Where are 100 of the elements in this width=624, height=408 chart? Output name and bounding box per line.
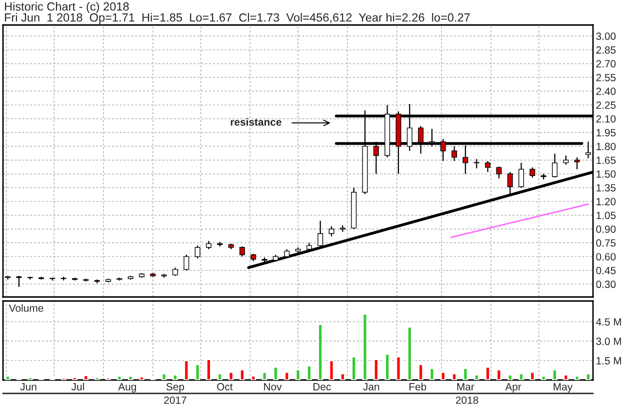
annotation: resistance xyxy=(230,118,282,126)
bar xyxy=(406,326,412,380)
bar xyxy=(161,372,167,380)
x-tick-label: Nov xyxy=(264,383,282,390)
bar xyxy=(262,372,268,380)
y-tick-label: 0.75 xyxy=(596,239,616,247)
candlestick xyxy=(16,275,22,288)
bar xyxy=(27,376,33,380)
bar xyxy=(418,364,424,380)
bar xyxy=(228,372,234,380)
bar xyxy=(284,372,290,380)
candlestick xyxy=(328,226,334,237)
y-tick-label: 2.55 xyxy=(596,74,616,82)
bar xyxy=(184,360,190,380)
y-tick-label: 0.30 xyxy=(596,280,616,288)
bar xyxy=(128,375,134,380)
bar xyxy=(351,356,356,380)
y-tick-label: 0.45 xyxy=(596,266,616,274)
y-tick-label: 2.85 xyxy=(596,46,616,54)
y-tick-label: 1.05 xyxy=(596,212,616,220)
bar xyxy=(206,358,212,380)
x2-tick-label: 2017 xyxy=(164,396,186,404)
bar xyxy=(172,374,178,380)
bar xyxy=(485,366,490,380)
bar xyxy=(72,376,78,380)
bar xyxy=(507,374,513,380)
x-tick-label: Sep xyxy=(166,383,184,392)
x-tick-label: Jul xyxy=(71,382,84,390)
bar xyxy=(530,372,536,380)
y-tick-label: 3.00 xyxy=(596,32,616,40)
bar xyxy=(139,376,144,380)
y-tick-label: 0.60 xyxy=(596,253,616,260)
y-tick-label: 1.65 xyxy=(596,156,616,164)
y-tick-label: 3.0 M xyxy=(596,338,621,346)
bar xyxy=(217,372,223,380)
bar xyxy=(240,368,245,380)
y-tick-label: 0.90 xyxy=(596,226,616,233)
bar xyxy=(83,374,89,380)
x2-tick-label: 2018 xyxy=(456,396,478,404)
y-tick-label: 2.25 xyxy=(596,101,616,109)
bar xyxy=(518,372,524,380)
y-tick-label: 1.35 xyxy=(596,184,616,192)
bar xyxy=(250,375,256,380)
x-tick-label: May xyxy=(554,383,573,392)
bar xyxy=(586,372,591,380)
bar xyxy=(452,372,457,380)
bar xyxy=(318,324,324,380)
bar xyxy=(462,368,468,380)
y-tick-label: 2.70 xyxy=(596,60,616,68)
candlestick xyxy=(518,162,524,188)
x-tick-label: Apr xyxy=(505,383,522,392)
candlestick xyxy=(184,254,190,271)
bar xyxy=(5,375,10,380)
bar xyxy=(396,356,402,380)
y-tick-label: 4.5 M xyxy=(596,318,621,326)
bar xyxy=(362,313,368,380)
y-tick-label: 1.50 xyxy=(596,170,616,178)
bar xyxy=(194,364,200,380)
bar xyxy=(272,366,278,380)
x-tick-label: Jan xyxy=(363,383,380,390)
y-tick-label: 2.40 xyxy=(596,88,616,96)
bar xyxy=(340,372,346,380)
candlestick xyxy=(194,244,200,259)
bar xyxy=(574,375,580,380)
chart-title: Volume xyxy=(8,304,44,312)
bar xyxy=(94,376,100,380)
x-tick-label: Dec xyxy=(314,383,331,390)
candlestick xyxy=(552,153,558,178)
bar xyxy=(116,375,122,380)
candlestick xyxy=(563,154,569,166)
chart-title: Historic Chart - (c) 2018 xyxy=(4,2,129,13)
chart-subtitle: Fri Jun 1 2018 Op=1.71 Hi=1.85 Lo=1.67 Cl=1.73 Vol=456,612 Year hi=2.26 lo=0.27 xyxy=(4,13,470,24)
candlestick xyxy=(496,166,502,180)
candlestick xyxy=(485,160,490,173)
bar xyxy=(540,375,546,380)
y-tick-label: 1.95 xyxy=(596,129,616,136)
x-tick-label: Mar xyxy=(457,383,474,390)
candlestick xyxy=(530,166,536,178)
y-tick-label: 2.10 xyxy=(596,115,616,123)
candlestick xyxy=(574,156,580,170)
candlestick xyxy=(318,220,324,248)
bar xyxy=(384,353,390,380)
x-tick-label: Oct xyxy=(217,383,233,390)
y-tick-label: 1.20 xyxy=(596,198,616,206)
bar xyxy=(552,368,558,380)
bar xyxy=(440,372,446,380)
bar xyxy=(373,358,379,380)
bar xyxy=(295,368,301,380)
x-tick-label: Feb xyxy=(409,382,426,390)
x-tick-label: Aug xyxy=(118,383,136,392)
candlestick xyxy=(474,158,480,169)
candlestick xyxy=(239,246,245,258)
bar xyxy=(306,365,312,380)
bar xyxy=(496,368,502,380)
bar xyxy=(429,368,435,380)
bar xyxy=(474,374,480,380)
y-tick-label: 1.80 xyxy=(596,142,616,150)
x-tick-label: Jun xyxy=(20,383,36,390)
y-tick-label: 1.5 M xyxy=(596,357,621,364)
bar xyxy=(563,374,569,380)
